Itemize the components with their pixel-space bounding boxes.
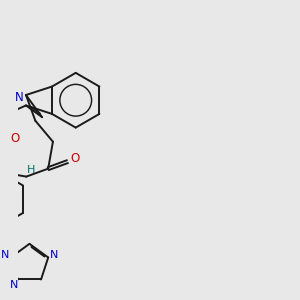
Text: O: O — [11, 132, 20, 145]
Text: O: O — [70, 152, 80, 166]
Text: N: N — [0, 250, 9, 260]
Text: N: N — [15, 91, 24, 103]
Text: N: N — [10, 280, 18, 290]
Text: H: H — [27, 165, 35, 175]
Text: N: N — [50, 250, 58, 260]
